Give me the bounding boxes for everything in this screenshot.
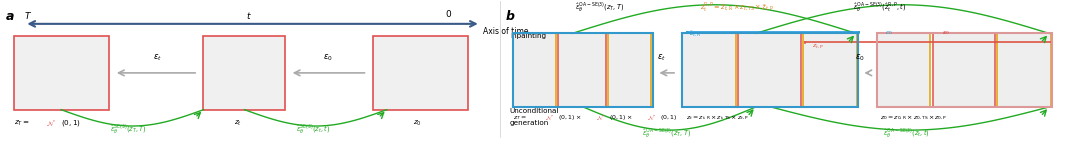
Text: Axis of time: Axis of time — [483, 27, 528, 36]
Text: $z_0 = z_{0,\mathrm{R}} \times z_{0,\mathrm{TS}} \times z_{0,\mathrm{P}}$: $z_0 = z_{0,\mathrm{R}} \times z_{0,\mat… — [880, 114, 947, 122]
Text: $(0,1)$: $(0,1)$ — [62, 118, 81, 128]
Text: $\epsilon_0$: $\epsilon_0$ — [855, 53, 865, 63]
Text: 0: 0 — [446, 10, 451, 19]
Text: $(0,1)\times$: $(0,1)\times$ — [609, 113, 633, 122]
Text: b: b — [505, 10, 514, 23]
FancyBboxPatch shape — [513, 33, 556, 107]
Text: $\mathcal{N}$: $\mathcal{N}$ — [46, 118, 56, 128]
Text: $\mathcal{N}$: $\mathcal{N}$ — [647, 113, 656, 122]
Text: $\epsilon_t$: $\epsilon_t$ — [152, 53, 162, 63]
Text: $T$: $T$ — [25, 10, 32, 21]
FancyBboxPatch shape — [877, 33, 931, 107]
Text: $z_T = $: $z_T = $ — [513, 114, 527, 122]
Text: $\hat{\epsilon}_\theta^{\mathrm{OA-SE(3)}}(z_T,T)$: $\hat{\epsilon}_\theta^{\mathrm{OA-SE(3)… — [575, 1, 624, 15]
Text: $\bar{z}_{t,\mathrm{R}}$: $\bar{z}_{t,\mathrm{R}}$ — [689, 29, 701, 38]
Text: Unconditional: Unconditional — [510, 108, 559, 114]
Text: $\epsilon_t$: $\epsilon_t$ — [658, 53, 666, 63]
Text: $\mathcal{N}$: $\mathcal{N}$ — [545, 113, 554, 122]
Text: a: a — [6, 10, 14, 23]
FancyBboxPatch shape — [739, 33, 801, 107]
Text: $z_t = z_{t,\mathrm{R}} \times z_{t,\mathrm{TS}} \times z_{t,\mathrm{P}}$: $z_t = z_{t,\mathrm{R}} \times z_{t,\mat… — [686, 114, 748, 122]
Text: $\hat{\epsilon}_\theta^{\mathrm{OA-SE(3)}}(\hat{z}_t^{\mathrm{R,P}},t)$: $\hat{\epsilon}_\theta^{\mathrm{OA-SE(3)… — [853, 1, 906, 15]
Text: $z_T = $: $z_T = $ — [14, 119, 29, 128]
FancyBboxPatch shape — [14, 36, 109, 110]
Text: $\hat{\epsilon}_\theta^{\mathrm{OA-SE(3)}}(z_T,T)$: $\hat{\epsilon}_\theta^{\mathrm{OA-SE(3)… — [642, 126, 691, 141]
Text: $z_t$: $z_t$ — [233, 119, 242, 128]
Text: $\bar{z}_{t,\mathrm{P}}$: $\bar{z}_{t,\mathrm{P}}$ — [812, 41, 824, 50]
Text: $z_0$: $z_0$ — [413, 119, 421, 128]
FancyBboxPatch shape — [203, 36, 285, 110]
FancyBboxPatch shape — [608, 33, 651, 107]
Text: $(0,1)$: $(0,1)$ — [660, 113, 677, 122]
FancyBboxPatch shape — [804, 33, 858, 107]
Text: $(0,1)\times$: $(0,1)\times$ — [558, 113, 582, 122]
Text: $z_t^{\mathrm{R,P}} = \bar{z}_{t,\mathrm{R}} \times z_{t,\mathrm{TS}} \times \ba: $z_t^{\mathrm{R,P}} = \bar{z}_{t,\mathrm… — [700, 1, 773, 15]
Text: $c_0$: $c_0$ — [886, 29, 893, 37]
Text: generation: generation — [510, 120, 549, 126]
FancyBboxPatch shape — [933, 33, 995, 107]
Text: $\mathcal{N}$: $\mathcal{N}$ — [596, 113, 605, 122]
FancyBboxPatch shape — [373, 36, 468, 110]
Text: $\epsilon_0$: $\epsilon_0$ — [323, 53, 333, 63]
FancyBboxPatch shape — [683, 33, 737, 107]
Text: $\hat{\epsilon}_\theta^{\mathrm{OA-SE(3)}}(z_t,t)$: $\hat{\epsilon}_\theta^{\mathrm{OA-SE(3)… — [883, 126, 930, 141]
FancyBboxPatch shape — [997, 33, 1051, 107]
FancyBboxPatch shape — [558, 33, 606, 107]
Text: Inpainting: Inpainting — [510, 33, 545, 39]
Text: $\hat{\epsilon}_\theta^{\mathrm{SE(3)}}(z_t,t)$: $\hat{\epsilon}_\theta^{\mathrm{SE(3)}}(… — [296, 122, 330, 137]
Text: $\hat{\epsilon}_\theta^{\mathrm{SE(3)}}(z_T,T)$: $\hat{\epsilon}_\theta^{\mathrm{SE(3)}}(… — [109, 122, 147, 137]
Text: $t$: $t$ — [246, 10, 252, 21]
Text: $\epsilon_0$: $\epsilon_0$ — [943, 29, 950, 37]
